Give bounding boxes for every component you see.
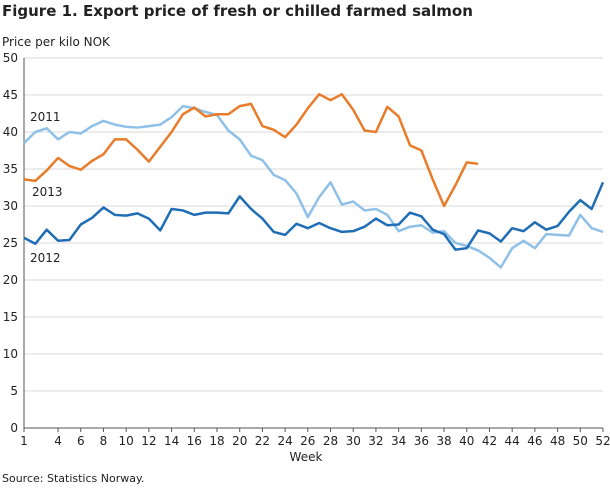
source: Source: Statistics Norway. (2, 472, 144, 485)
x-tick-label: 38 (436, 434, 451, 448)
y-tick-label: 40 (3, 125, 18, 139)
x-tick-label: 22 (255, 434, 270, 448)
x-tick-label: 28 (323, 434, 338, 448)
y-tick-label: 25 (3, 236, 18, 250)
x-tick-label: 18 (209, 434, 224, 448)
x-tick-label: 42 (482, 434, 497, 448)
y-tick-label: 35 (3, 162, 18, 176)
x-tick-label: 24 (277, 434, 292, 448)
x-tick-label: 44 (505, 434, 520, 448)
series-line (23, 104, 604, 269)
y-tick-label: 50 (3, 51, 18, 65)
x-tick-label: 16 (187, 434, 202, 448)
y-tick-label: 0 (10, 421, 18, 435)
x-tick-label: 12 (141, 434, 156, 448)
x-tick-label: 30 (346, 434, 361, 448)
x-tick-label: 34 (391, 434, 406, 448)
x-tick-label: 46 (527, 434, 542, 448)
chart-title: Figure 1. Export price of fresh or chill… (2, 2, 473, 20)
x-tick-label: 8 (100, 434, 108, 448)
series-label: 2011 (30, 110, 61, 124)
x-tick-label: 50 (573, 434, 588, 448)
x-tick-label: 10 (119, 434, 134, 448)
y-tick-label: 5 (10, 384, 18, 398)
y-tick-label: 10 (3, 347, 18, 361)
x-tick-label: 48 (550, 434, 565, 448)
x-tick-label: 4 (54, 434, 62, 448)
x-tick-label: 6 (77, 434, 85, 448)
y-tick-label: 30 (3, 199, 18, 213)
y-tick-label: 15 (3, 310, 18, 324)
y-tick-label: 45 (3, 88, 18, 102)
x-tick-label: 1 (20, 434, 28, 448)
x-axis-label: Week (290, 450, 323, 464)
x-tick-label: 20 (232, 434, 247, 448)
series-label: 2012 (30, 251, 61, 265)
y-tick-label: 20 (3, 273, 18, 287)
x-tick-label: 40 (459, 434, 474, 448)
x-tick-label: 14 (164, 434, 179, 448)
y-axis-label: Price per kilo NOK (2, 35, 111, 49)
x-tick-label: 52 (595, 434, 610, 448)
x-tick-label: 36 (414, 434, 429, 448)
x-tick-label: 32 (368, 434, 383, 448)
x-tick-label: 26 (300, 434, 315, 448)
series-line (23, 93, 479, 208)
series-label: 2013 (32, 185, 63, 199)
series-line (23, 181, 605, 251)
